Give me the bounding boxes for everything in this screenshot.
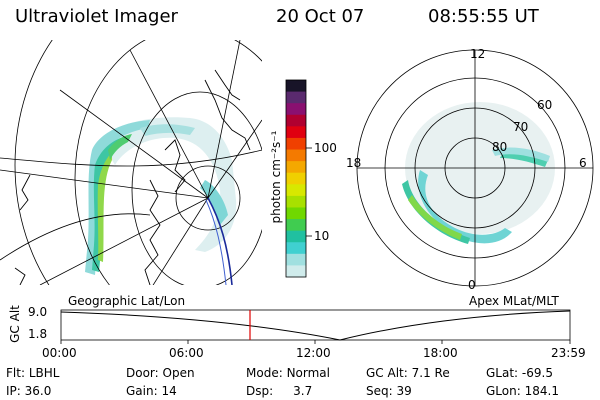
gain-param: Gain: 14 xyxy=(126,384,177,398)
glon-param: GLon: 184.1 xyxy=(486,384,559,398)
timeline-xtick-2359: 23:59 xyxy=(551,346,586,360)
glat-value: -69.5 xyxy=(521,366,553,380)
color-scale-segment xyxy=(286,207,306,220)
gain-label: Gain: xyxy=(126,384,158,398)
color-scale-segment xyxy=(286,114,306,127)
lat-lon-grid xyxy=(0,40,262,285)
color-scale-segment xyxy=(286,103,306,116)
color-scale-frame xyxy=(285,79,307,278)
glat-label: GLat: xyxy=(486,366,519,380)
ip-label: IP: xyxy=(6,384,21,398)
geographic-map xyxy=(0,40,262,285)
color-scale-bar xyxy=(286,80,306,278)
color-scale-segment xyxy=(286,219,306,232)
color-scale-segment xyxy=(286,137,306,151)
color-scale-segment xyxy=(286,149,306,162)
polar-grid xyxy=(356,49,594,287)
ground-track xyxy=(207,197,233,285)
ip-param: IP: 36.0 xyxy=(6,384,51,398)
altitude-timeline xyxy=(60,309,571,344)
mlat-label-70: 70 xyxy=(513,120,529,134)
color-scale-segment xyxy=(286,80,306,93)
mlt-label-0: 0 xyxy=(468,278,476,292)
color-scale-segment xyxy=(286,195,306,208)
dsp-value: 3.7 xyxy=(293,384,313,398)
dsp-label: Dsp: xyxy=(246,384,274,398)
timeline-xtick-1200: 12:00 xyxy=(296,346,331,360)
panel-label-geographic: Geographic Lat/Lon xyxy=(68,294,186,308)
color-scale-segment xyxy=(286,91,306,104)
mlt-label-12: 12 xyxy=(470,47,486,61)
mode-param: Mode: Normal xyxy=(246,366,330,380)
ip-value: 36.0 xyxy=(24,384,52,398)
gcalt-label: GC Alt: xyxy=(366,366,408,380)
gain-value: 14 xyxy=(161,384,177,398)
glon-value: 184.1 xyxy=(524,384,559,398)
mlat-label-60: 60 xyxy=(537,98,553,112)
polar-plot xyxy=(356,49,594,287)
timeline-xtick-1800: 18:00 xyxy=(423,346,458,360)
color-scale-label-100: 100 xyxy=(314,141,337,155)
color-scale-segment xyxy=(286,172,306,185)
ground-track-edge xyxy=(205,199,227,285)
color-scale-segment xyxy=(286,161,306,174)
color-scale-segment xyxy=(286,242,306,255)
color-scale-unit: photon cm⁻²s⁻¹ xyxy=(269,130,283,224)
color-scale-label-10: 10 xyxy=(314,229,330,243)
aurora-emission-polar xyxy=(402,102,555,244)
coastlines xyxy=(14,69,251,285)
glat-param: GLat: -69.5 xyxy=(486,366,553,380)
aurora-emission-geographic xyxy=(85,117,237,275)
glon-label: GLon: xyxy=(486,384,521,398)
altitude-curve xyxy=(60,310,571,341)
mode-label: Mode: xyxy=(246,366,283,380)
seq-param: Seq: 39 xyxy=(366,384,412,398)
dsp-param: Dsp: 3.7 xyxy=(246,384,312,398)
timeline-frame xyxy=(60,309,571,341)
mlt-label-6: 6 xyxy=(579,156,587,170)
instrument-title: Ultraviolet Imager xyxy=(15,6,178,27)
gcalt-value: 7.1 Re xyxy=(411,366,450,380)
panel-label-apex: Apex MLat/MLT xyxy=(469,294,559,308)
door-value: Open xyxy=(162,366,195,380)
seq-label: Seq: xyxy=(366,384,393,398)
mlat-label-80: 80 xyxy=(492,140,508,154)
timeline-ticks xyxy=(60,340,571,344)
timeline-ylabel: GC Alt xyxy=(8,305,22,343)
mode-value: Normal xyxy=(286,366,330,380)
timeline-ytick-high: 9.0 xyxy=(28,305,48,319)
timeline-xtick-0000: 00:00 xyxy=(42,346,77,360)
gcalt-param: GC Alt: 7.1 Re xyxy=(366,366,450,380)
color-scale-segment xyxy=(286,253,306,266)
door-label: Door: xyxy=(126,366,159,380)
color-scale-segment xyxy=(286,265,306,278)
filter-label: Flt: xyxy=(6,366,25,380)
timeline-ytick-low: 1.8 xyxy=(28,327,48,341)
filter-param: Flt: LBHL xyxy=(6,366,59,380)
color-scale-segment xyxy=(286,126,306,139)
color-scale-segment xyxy=(286,184,306,197)
header-time: 08:55:55 UT xyxy=(428,6,539,27)
mlt-label-18: 18 xyxy=(346,156,362,170)
header-date: 20 Oct 07 xyxy=(276,6,365,27)
timeline-xtick-0600: 06:00 xyxy=(169,346,204,360)
door-param: Door: Open xyxy=(126,366,195,380)
seq-value: 39 xyxy=(396,384,412,398)
filter-value: LBHL xyxy=(28,366,60,380)
color-scale-segment xyxy=(286,230,306,243)
